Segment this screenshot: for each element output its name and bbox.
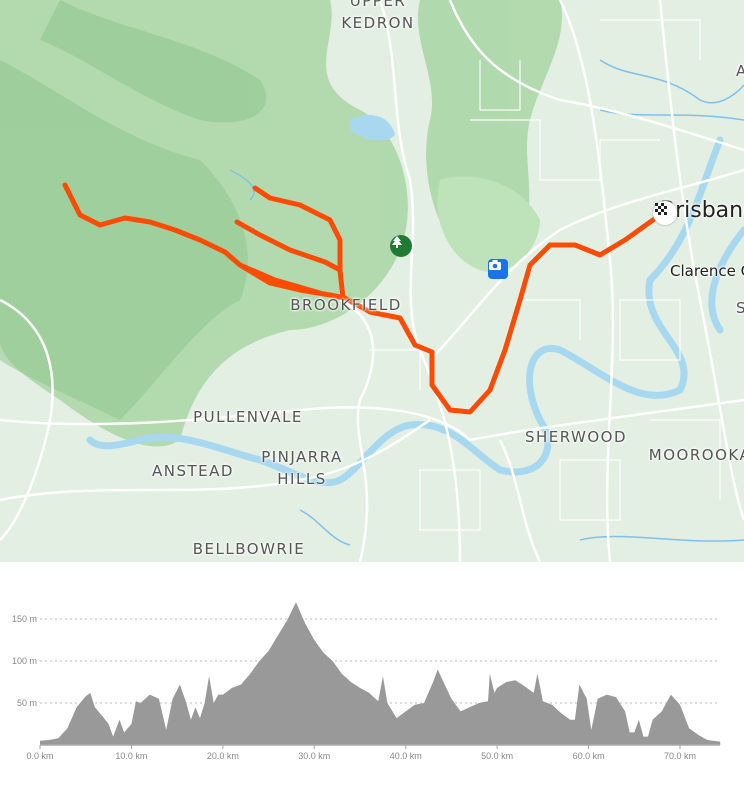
place-label-sherwood: SHERWOOD bbox=[524, 428, 628, 446]
place-label-bellbowrie: BELLBOWRIE bbox=[192, 540, 306, 558]
place-label-anstead: ANSTEAD bbox=[152, 462, 234, 480]
y-tick-label: 100 m bbox=[12, 656, 37, 666]
place-label-edge-s: S bbox=[736, 299, 744, 317]
place-label-clarence: Clarence C bbox=[670, 262, 744, 280]
x-tick-label: 70.0 km bbox=[664, 751, 696, 761]
place-label-brookfield: BROOKFIELD bbox=[290, 296, 402, 314]
x-tick-label: 60.0 km bbox=[573, 751, 605, 761]
camera-icon[interactable] bbox=[488, 259, 508, 279]
x-tick-label: 10.0 km bbox=[115, 751, 147, 761]
place-label-upper-kedron: UPPER KEDRON bbox=[341, 0, 414, 34]
place-label-brisbane: Brisbane bbox=[660, 198, 744, 223]
map-canvas bbox=[0, 0, 744, 562]
y-tick-label: 50 m bbox=[17, 698, 37, 708]
place-label-pinjarra-hills: PINJARRA HILLS bbox=[261, 446, 343, 490]
x-tick-label: 30.0 km bbox=[298, 751, 330, 761]
x-tick-label: 20.0 km bbox=[207, 751, 239, 761]
x-tick-label: 0.0 km bbox=[26, 751, 53, 761]
hill-shading bbox=[0, 0, 267, 420]
lake bbox=[350, 115, 395, 141]
place-label-edge-a: A bbox=[736, 62, 744, 80]
minor-roads bbox=[370, 19, 721, 531]
elevation-chart-canvas: 50 m 100 m 150 m 0.0 km 10.0 km 20.0 km 30.0 k… bbox=[12, 602, 721, 761]
tree-icon[interactable] bbox=[390, 235, 412, 257]
route-path bbox=[62, 182, 663, 415]
checkered-flag-icon[interactable] bbox=[653, 201, 677, 225]
roads bbox=[0, 0, 744, 562]
label-line: PINJARRA bbox=[261, 448, 343, 466]
label-line: HILLS bbox=[277, 470, 327, 488]
rivers bbox=[86, 136, 744, 487]
y-tick-label: 150 m bbox=[12, 614, 37, 624]
label-line: UPPER bbox=[349, 0, 407, 10]
x-tick-label: 40.0 km bbox=[390, 751, 422, 761]
place-label-moorooka: MOOROOKA bbox=[648, 446, 744, 464]
route-map[interactable]: UPPER KEDRON BROOKFIELD PULLENVALE ANSTEA… bbox=[0, 0, 744, 562]
place-label-pullenvale: PULLENVALE bbox=[193, 408, 303, 426]
elevation-area bbox=[40, 602, 721, 745]
elevation-chart[interactable]: 50 m 100 m 150 m 0.0 km 10.0 km 20.0 km 30.0 k… bbox=[0, 562, 744, 787]
x-tick-label: 50.0 km bbox=[481, 751, 513, 761]
label-line: KEDRON bbox=[341, 14, 415, 32]
